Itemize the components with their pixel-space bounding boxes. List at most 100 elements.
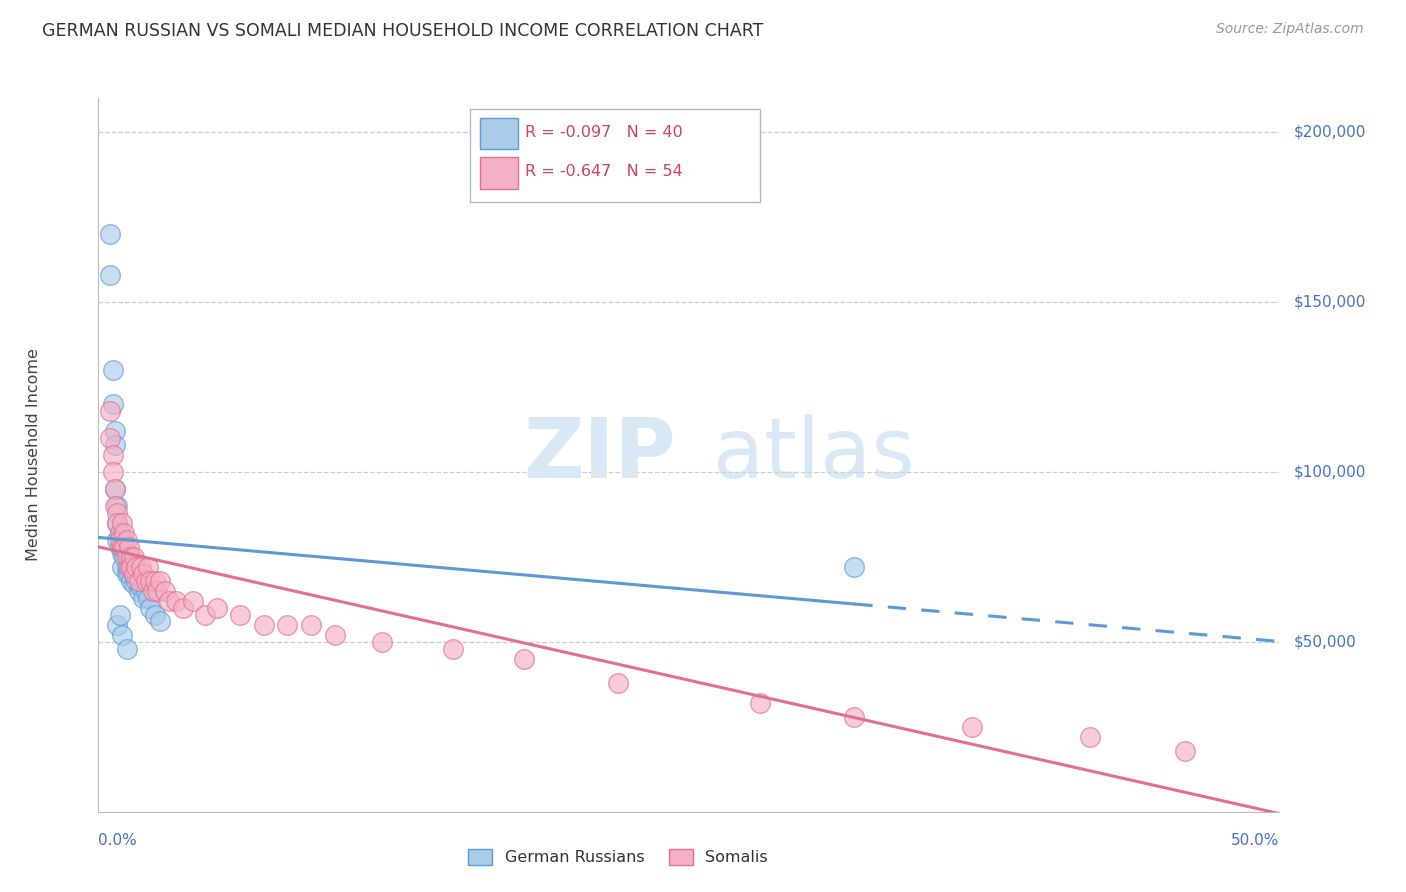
Point — [104, 424, 127, 438]
Point — [118, 540, 141, 554]
Point — [108, 540, 131, 554]
Point — [149, 615, 172, 629]
Point — [139, 600, 162, 615]
Point — [101, 465, 124, 479]
Point — [371, 635, 394, 649]
Point — [122, 566, 145, 581]
Point — [129, 581, 152, 595]
Text: $150,000: $150,000 — [1294, 294, 1367, 310]
Point — [121, 560, 143, 574]
Text: $50,000: $50,000 — [1294, 634, 1357, 649]
Point — [115, 533, 138, 547]
Point — [844, 709, 866, 723]
Point — [108, 607, 131, 622]
Point — [112, 526, 135, 541]
Text: atlas: atlas — [713, 415, 914, 495]
Point — [115, 549, 138, 564]
Point — [299, 617, 322, 632]
Point — [128, 583, 150, 598]
Point — [146, 583, 169, 598]
Point — [136, 591, 159, 605]
Point — [108, 526, 131, 541]
Point — [607, 675, 630, 690]
Point — [142, 583, 165, 598]
Legend: German Russians, Somalis: German Russians, Somalis — [461, 842, 775, 871]
Point — [121, 574, 143, 588]
Point — [104, 482, 127, 496]
Point — [105, 506, 128, 520]
Point — [441, 641, 464, 656]
Point — [143, 607, 166, 622]
Point — [115, 560, 138, 574]
Point — [748, 696, 770, 710]
Point — [98, 268, 121, 282]
Point — [323, 628, 346, 642]
Point — [122, 577, 145, 591]
Point — [112, 540, 135, 554]
Point — [105, 499, 128, 513]
Text: Median Household Income: Median Household Income — [25, 349, 41, 561]
Point — [108, 526, 131, 541]
Point — [844, 560, 866, 574]
Text: ZIP: ZIP — [523, 415, 676, 495]
Text: GERMAN RUSSIAN VS SOMALI MEDIAN HOUSEHOLD INCOME CORRELATION CHART: GERMAN RUSSIAN VS SOMALI MEDIAN HOUSEHOL… — [42, 22, 763, 40]
Point — [122, 549, 145, 564]
Text: $100,000: $100,000 — [1294, 465, 1367, 479]
Text: Source: ZipAtlas.com: Source: ZipAtlas.com — [1216, 22, 1364, 37]
Point — [111, 546, 134, 560]
Text: R = -0.647   N = 54: R = -0.647 N = 54 — [524, 164, 682, 179]
FancyBboxPatch shape — [479, 157, 517, 189]
Text: $200,000: $200,000 — [1294, 125, 1367, 140]
Point — [104, 499, 127, 513]
Text: R = -0.097   N = 40: R = -0.097 N = 40 — [524, 125, 682, 140]
Point — [111, 516, 134, 530]
Point — [125, 574, 148, 588]
Point — [165, 594, 187, 608]
Point — [111, 533, 134, 547]
Point — [104, 438, 127, 452]
Point — [101, 363, 124, 377]
Point — [512, 652, 534, 666]
Point — [136, 560, 159, 574]
Point — [118, 549, 141, 564]
Point — [121, 560, 143, 574]
Point — [205, 600, 228, 615]
Point — [172, 600, 194, 615]
Point — [132, 566, 155, 581]
Point — [98, 227, 121, 241]
Point — [118, 566, 141, 581]
Point — [108, 533, 131, 547]
Point — [139, 574, 162, 588]
Point — [1174, 743, 1197, 757]
Point — [129, 560, 152, 574]
Point — [122, 566, 145, 581]
FancyBboxPatch shape — [479, 118, 517, 150]
Text: 0.0%: 0.0% — [98, 833, 138, 848]
Point — [105, 533, 128, 547]
Point — [153, 583, 176, 598]
Point — [105, 617, 128, 632]
Point — [121, 549, 143, 564]
Point — [143, 574, 166, 588]
Point — [111, 628, 134, 642]
Text: 50.0%: 50.0% — [1232, 833, 1279, 848]
Point — [157, 594, 180, 608]
Point — [194, 607, 217, 622]
Point — [135, 583, 157, 598]
Point — [962, 720, 984, 734]
Point — [229, 607, 252, 622]
Point — [105, 516, 128, 530]
Point — [115, 641, 138, 656]
Point — [105, 516, 128, 530]
Point — [112, 540, 135, 554]
Point — [115, 566, 138, 581]
Point — [181, 594, 204, 608]
Point — [111, 540, 134, 554]
Point — [276, 617, 298, 632]
Point — [104, 482, 127, 496]
FancyBboxPatch shape — [471, 109, 759, 202]
Point — [125, 560, 148, 574]
Point — [253, 617, 276, 632]
Point — [112, 549, 135, 564]
Point — [98, 431, 121, 445]
